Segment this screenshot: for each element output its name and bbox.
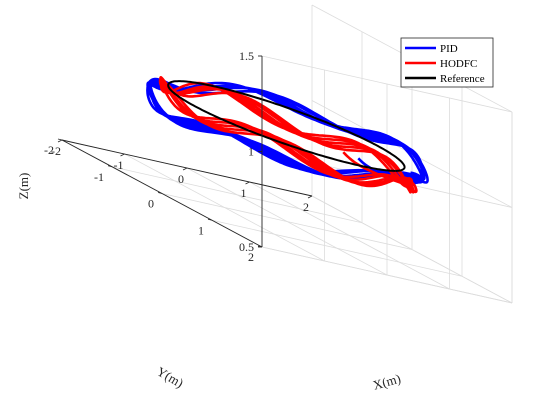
x-tick-mark bbox=[182, 167, 188, 171]
grid-line bbox=[111, 166, 363, 224]
x-tick-mark bbox=[57, 139, 63, 143]
y-tick-label: -1 bbox=[94, 170, 104, 184]
legend: PID HODFC Reference bbox=[400, 37, 494, 88]
z-axis-label: Z(m) bbox=[16, 173, 31, 200]
grid-line bbox=[211, 219, 463, 277]
x-tick-label: 0 bbox=[178, 172, 184, 186]
y-axis-label: Y(m) bbox=[154, 364, 186, 391]
x-tick-label: -2 bbox=[51, 144, 61, 158]
z-tick-label: 1 bbox=[248, 145, 254, 159]
y-tick-label: 1 bbox=[198, 223, 204, 237]
grid-line bbox=[261, 246, 513, 304]
y-tick-mark bbox=[57, 138, 63, 141]
y-tick-label: 2 bbox=[248, 250, 254, 264]
y-tick-label: 0 bbox=[148, 197, 154, 211]
grid-line bbox=[261, 55, 513, 113]
x-tick-label: -1 bbox=[114, 158, 124, 172]
x-tick-mark bbox=[245, 181, 250, 185]
x-tick-label: 2 bbox=[303, 200, 309, 214]
legend-label-pid: PID bbox=[440, 43, 458, 55]
legend-label-reference: Reference bbox=[440, 73, 485, 85]
grid-line bbox=[311, 195, 513, 304]
y-tick-mark bbox=[107, 165, 113, 168]
x-tick-mark bbox=[307, 195, 313, 199]
series-line-hodfc bbox=[158, 76, 418, 194]
grid-line bbox=[161, 193, 413, 250]
y-tick-label: -2 bbox=[44, 143, 54, 157]
x-tick-label: 1 bbox=[241, 186, 247, 200]
y-tick-mark bbox=[207, 218, 213, 221]
x-axis-label: X(m) bbox=[371, 371, 402, 393]
series-layer bbox=[146, 76, 429, 194]
z-tick-label: 1.5 bbox=[239, 49, 254, 63]
legend-label-hodfc: HODFC bbox=[440, 58, 477, 70]
series-line-reference bbox=[167, 80, 406, 172]
z-tick-label: 0.5 bbox=[239, 240, 254, 254]
y-tick-mark bbox=[157, 192, 163, 194]
x-tick-mark bbox=[120, 153, 125, 157]
